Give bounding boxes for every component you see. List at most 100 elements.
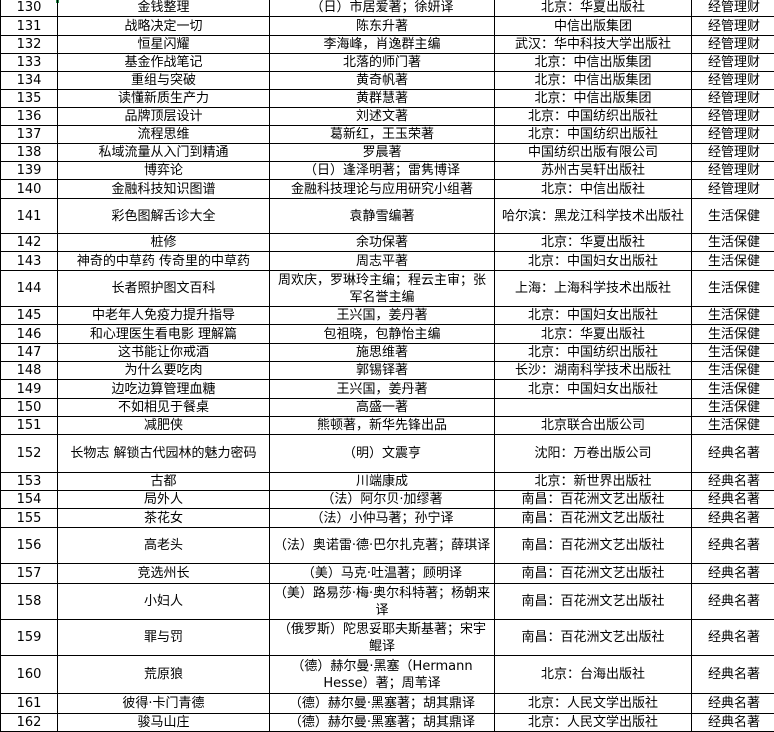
- book-category-cell[interactable]: 经典名著: [691, 434, 774, 473]
- book-author-cell[interactable]: 黄群慧著: [269, 89, 495, 108]
- book-author-cell[interactable]: （明）文震亨: [269, 434, 495, 473]
- book-title-cell[interactable]: 神奇的中草药 传奇里的中草药: [57, 251, 270, 271]
- book-publisher-cell[interactable]: 北京：人民文学出版社: [494, 713, 692, 732]
- book-publisher-cell[interactable]: 北京：新世界出版社: [494, 472, 692, 491]
- book-title-cell[interactable]: 为什么要吃肉: [57, 361, 270, 380]
- book-title-cell[interactable]: 骏马山庄: [57, 713, 270, 732]
- book-publisher-cell[interactable]: 哈尔滨：黑龙江科学技术出版社: [494, 198, 692, 234]
- row-number-cell[interactable]: 142: [0, 233, 58, 252]
- book-category-cell[interactable]: 生活保健: [691, 270, 774, 307]
- book-category-cell[interactable]: 生活保健: [691, 198, 774, 234]
- book-author-cell[interactable]: 袁静雪编著: [269, 198, 495, 234]
- book-author-cell[interactable]: 周志平著: [269, 251, 495, 271]
- book-publisher-cell[interactable]: 北京：华夏出版社: [494, 324, 692, 344]
- row-number-cell[interactable]: 160: [0, 655, 58, 694]
- book-title-cell[interactable]: 边吃边算管理血糖: [57, 379, 270, 399]
- row-number-cell[interactable]: 131: [0, 16, 58, 36]
- book-publisher-cell[interactable]: 沈阳：万卷出版公司: [494, 434, 692, 473]
- book-author-cell[interactable]: 川端康成: [269, 472, 495, 491]
- book-publisher-cell[interactable]: 北京联合出版公司: [494, 416, 692, 435]
- book-author-cell[interactable]: 陈东升著: [269, 16, 495, 36]
- book-category-cell[interactable]: 经管理财: [691, 16, 774, 36]
- book-author-cell[interactable]: 金融科技理论与应用研究小组著: [269, 179, 495, 199]
- row-number-cell[interactable]: 143: [0, 251, 58, 271]
- book-category-cell[interactable]: 经管理财: [691, 107, 774, 126]
- row-number-cell[interactable]: 132: [0, 35, 58, 54]
- book-category-cell[interactable]: 经典名著: [691, 472, 774, 491]
- book-category-cell[interactable]: 经管理财: [691, 89, 774, 108]
- book-category-cell[interactable]: 生活保健: [691, 251, 774, 271]
- book-title-cell[interactable]: 长物志 解锁古代园林的魅力密码: [57, 434, 270, 473]
- book-publisher-cell[interactable]: 南昌：百花洲文艺出版社: [494, 508, 692, 528]
- book-title-cell[interactable]: 彼得·卡门青德: [57, 693, 270, 714]
- row-number-cell[interactable]: 144: [0, 270, 58, 307]
- book-author-cell[interactable]: （美）马克·吐温著；顾明译: [269, 563, 495, 584]
- row-number-cell[interactable]: 139: [0, 161, 58, 180]
- row-number-cell[interactable]: 146: [0, 324, 58, 344]
- row-number-cell[interactable]: 150: [0, 398, 58, 417]
- book-title-cell[interactable]: 竞选州长: [57, 563, 270, 584]
- book-publisher-cell[interactable]: 中信出版集团: [494, 16, 692, 36]
- book-title-cell[interactable]: 不如相见于餐桌: [57, 398, 270, 417]
- book-title-cell[interactable]: 重组与突破: [57, 71, 270, 90]
- book-category-cell[interactable]: 经典名著: [691, 527, 774, 564]
- book-author-cell[interactable]: （法）阿尔贝·加缪著: [269, 490, 495, 509]
- book-category-cell[interactable]: 经管理财: [691, 53, 774, 72]
- book-category-cell[interactable]: 生活保健: [691, 306, 774, 325]
- book-title-cell[interactable]: 基金作战笔记: [57, 53, 270, 72]
- book-category-cell[interactable]: 经典名著: [691, 655, 774, 694]
- book-category-cell[interactable]: 经典名著: [691, 490, 774, 509]
- book-title-cell[interactable]: 小妇人: [57, 583, 270, 620]
- book-publisher-cell[interactable]: 北京：中信出版集团: [494, 89, 692, 108]
- book-title-cell[interactable]: 减肥侠: [57, 416, 270, 435]
- book-author-cell[interactable]: （法）小仲马著；孙宁译: [269, 508, 495, 528]
- book-title-cell[interactable]: 战略决定一切: [57, 16, 270, 36]
- book-title-cell[interactable]: 金融科技知识图谱: [57, 179, 270, 199]
- book-title-cell[interactable]: 局外人: [57, 490, 270, 509]
- book-category-cell[interactable]: 经典名著: [691, 508, 774, 528]
- book-category-cell[interactable]: 经管理财: [691, 161, 774, 180]
- row-number-cell[interactable]: 162: [0, 713, 58, 732]
- book-title-cell[interactable]: 私域流量从入门到精通: [57, 143, 270, 162]
- row-number-cell[interactable]: 136: [0, 107, 58, 126]
- book-publisher-cell[interactable]: 北京：中信出版集团: [494, 53, 692, 72]
- book-publisher-cell[interactable]: 北京：中国纺织出版社: [494, 343, 692, 362]
- row-number-cell[interactable]: 134: [0, 71, 58, 90]
- book-title-cell[interactable]: 茶花女: [57, 508, 270, 528]
- row-number-cell[interactable]: 155: [0, 508, 58, 528]
- book-author-cell[interactable]: 余功保著: [269, 233, 495, 252]
- book-publisher-cell[interactable]: 南昌：百花洲文艺出版社: [494, 563, 692, 584]
- book-category-cell[interactable]: 生活保健: [691, 324, 774, 344]
- book-title-cell[interactable]: 中老年人免疫力提升指导: [57, 306, 270, 325]
- book-publisher-cell[interactable]: 上海：上海科学技术出版社: [494, 270, 692, 307]
- book-publisher-cell[interactable]: 南昌：百花洲文艺出版社: [494, 619, 692, 656]
- book-author-cell[interactable]: 刘述文著: [269, 107, 495, 126]
- book-category-cell[interactable]: 生活保健: [691, 233, 774, 252]
- row-number-cell[interactable]: 141: [0, 198, 58, 234]
- book-publisher-cell[interactable]: 北京：中信出版社: [494, 179, 692, 199]
- book-author-cell[interactable]: （德）赫尔曼·黑塞（Hermann Hesse）著；周苇译: [269, 655, 495, 694]
- book-publisher-cell[interactable]: 南昌：百花洲文艺出版社: [494, 490, 692, 509]
- book-category-cell[interactable]: 经典名著: [691, 619, 774, 656]
- row-number-cell[interactable]: 140: [0, 179, 58, 199]
- book-category-cell[interactable]: 经管理财: [691, 35, 774, 54]
- book-author-cell[interactable]: 高盛一著: [269, 398, 495, 417]
- book-title-cell[interactable]: 流程思维: [57, 125, 270, 144]
- book-publisher-cell[interactable]: 武汉：华中科技大学出版社: [494, 35, 692, 54]
- row-number-cell[interactable]: 158: [0, 583, 58, 620]
- book-title-cell[interactable]: 恒星闪耀: [57, 35, 270, 54]
- book-author-cell[interactable]: （俄罗斯）陀思妥耶夫斯基著；宋宇鲲译: [269, 619, 495, 656]
- book-author-cell[interactable]: 王兴国，姜丹著: [269, 379, 495, 399]
- book-publisher-cell[interactable]: 北京：华夏出版社: [494, 233, 692, 252]
- book-publisher-cell[interactable]: 北京：中国纺织出版社: [494, 125, 692, 144]
- row-number-cell[interactable]: 133: [0, 53, 58, 72]
- row-number-cell[interactable]: 137: [0, 125, 58, 144]
- book-category-cell[interactable]: 经管理财: [691, 179, 774, 199]
- book-publisher-cell[interactable]: 北京：中国妇女出版社: [494, 306, 692, 325]
- book-publisher-cell[interactable]: 北京：中国纺织出版社: [494, 107, 692, 126]
- book-publisher-cell[interactable]: 南昌：百花洲文艺出版社: [494, 583, 692, 620]
- book-category-cell[interactable]: 经典名著: [691, 583, 774, 620]
- book-title-cell[interactable]: 彩色图解舌诊大全: [57, 198, 270, 234]
- book-title-cell[interactable]: 古都: [57, 472, 270, 491]
- book-author-cell[interactable]: 周欢庆，罗琳玲主编；程云主审；张军名誉主编: [269, 270, 495, 307]
